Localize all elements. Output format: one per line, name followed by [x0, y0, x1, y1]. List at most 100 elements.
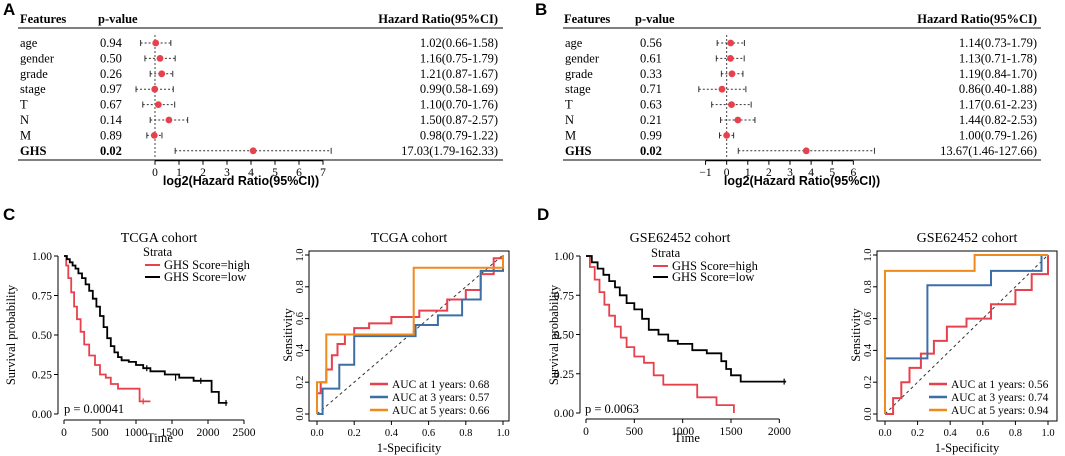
hazard-ratio-point: [734, 116, 742, 124]
x-tick-label: 0.2: [911, 428, 924, 439]
x-tick-label: 0: [152, 167, 158, 179]
x-tick-label: 0.4: [385, 428, 399, 439]
x-tick-label: 1000: [125, 427, 148, 439]
hazard-ratio-point: [158, 70, 166, 78]
legend-label-low: GHS Score=low: [164, 270, 246, 284]
x-tick-label: 7: [320, 167, 326, 179]
x-tick-label: 0.8: [459, 428, 472, 439]
x-tick-label: 1000: [671, 426, 694, 438]
x-tick-label: −1: [699, 167, 711, 179]
hazard-ratio-text: 1.50(0.87-2.57): [420, 113, 498, 127]
x-tick-label: 3: [787, 167, 793, 179]
feature-label: gender: [20, 51, 55, 65]
x-tick-label: 0.6: [976, 428, 989, 439]
legend-label-low: GHS Score=low: [672, 270, 754, 284]
feature-label: M: [20, 128, 31, 142]
feature-label: M: [565, 128, 576, 142]
header-hazard-ratio: Hazard Ratio(95%CI): [917, 12, 1037, 26]
p-value: 0.02: [640, 144, 662, 158]
y-tick-label: 0.00: [554, 408, 574, 420]
feature-label: grade: [20, 67, 48, 81]
hazard-ratio-point: [728, 101, 735, 108]
x-tick-label: 0: [724, 167, 730, 179]
roc-curve-5y: [884, 254, 1048, 414]
y-tick-label: 1.00: [32, 251, 52, 263]
legend-label-3y: AUC at 3 years: 0.74: [951, 392, 1049, 404]
hazard-ratio-text: 1.10(0.70-1.76): [420, 98, 498, 112]
p-value: 0.63: [640, 98, 662, 112]
hazard-ratio-point: [150, 132, 158, 139]
x-tick-label: 1: [176, 167, 182, 179]
y-tick-label: 0.25: [554, 369, 574, 381]
hazard-ratio-text: 1.00(0.79-1.26): [959, 128, 1037, 142]
plot-frame: [876, 250, 1058, 422]
feature-label: T: [20, 98, 28, 112]
y-tick-label: 0.6: [295, 312, 306, 325]
p-value: 0.26: [100, 67, 122, 81]
y-tick-label: 0.6: [863, 312, 874, 325]
legend-label-high: GHS Score=high: [164, 258, 251, 272]
x-axis-label: 1-Specificity: [935, 441, 1000, 455]
feature-label: N: [20, 113, 29, 127]
roc-curve-1y: [885, 255, 1049, 415]
y-tick-label: 0.00: [32, 409, 52, 421]
roc-plot-d: GSE62452 cohort Sensitivity 1-Specificit…: [849, 231, 1058, 455]
hazard-ratio-point: [727, 55, 734, 62]
x-tick-label: 6: [850, 167, 856, 179]
hazard-ratio-text: 0.86(0.40-1.88): [959, 82, 1037, 96]
feature-label: gender: [565, 51, 600, 65]
x-tick-label: 0.0: [878, 428, 891, 439]
x-tick-label: 500: [91, 427, 109, 439]
y-tick-label: 0.75: [554, 290, 574, 302]
feature-label: GHS: [565, 144, 591, 158]
p-value-text: p = 0.00041: [64, 402, 124, 416]
x-axis-label: 1-Specificity: [377, 441, 442, 455]
hazard-ratio-text: 1.19(0.84-1.70): [959, 67, 1037, 81]
y-tick-label: 0.2: [295, 376, 306, 389]
legend-label-5y: AUC at 5 years: 0.94: [951, 405, 1049, 417]
survival-curve-low: [64, 255, 228, 404]
survival-plot-d: GSE62452 cohort Survival probability Tim…: [547, 231, 791, 445]
hazard-ratio-point: [154, 101, 162, 108]
y-tick-label: 1.00: [554, 251, 574, 263]
y-tick-label: 0.4: [295, 343, 306, 357]
x-tick-label: 4: [808, 167, 814, 179]
x-tick-label: 0: [61, 427, 67, 439]
y-tick-label: 0.8: [863, 280, 874, 293]
legend-label-5y: AUC at 5 years: 0.66: [392, 405, 490, 417]
y-tick-label: 0.2: [863, 376, 874, 389]
header-pvalue: p-value: [98, 12, 138, 26]
hazard-ratio-point: [728, 70, 736, 78]
x-tick-label: 6: [296, 167, 302, 179]
header-features: Features: [564, 12, 610, 26]
hazard-ratio-point: [165, 116, 173, 124]
legend-title: Strata: [143, 245, 173, 259]
x-tick-label: 0.6: [422, 428, 435, 439]
x-axis-label: log2(Hazard Ratio(95%CI)): [724, 174, 880, 188]
survival-curve-high: [64, 255, 151, 403]
y-tick-label: 0.0: [295, 407, 306, 420]
y-tick-label: 0.50: [554, 330, 574, 342]
y-axis-label: Survival probability: [4, 284, 18, 385]
p-value: 0.14: [100, 113, 123, 127]
x-tick-label: 0.8: [1009, 428, 1022, 439]
chart-title: TCGA cohort: [121, 231, 198, 246]
x-tick-label: 5: [272, 167, 278, 179]
legend-label-3y: AUC at 3 years: 0.57: [392, 392, 490, 404]
p-value: 0.61: [640, 51, 662, 65]
x-tick-label: 0: [583, 426, 589, 438]
roc-curve-5y: [316, 255, 504, 414]
y-axis-label: Sensitivity: [849, 308, 863, 362]
hazard-ratio-text: 0.99(0.58-1.69): [420, 82, 498, 96]
hazard-ratio-text: 1.21(0.87-1.67): [420, 67, 498, 81]
p-value: 0.89: [100, 128, 122, 142]
feature-label: stage: [565, 82, 591, 96]
legend-title: Strata: [651, 246, 681, 260]
x-tick-label: 1.0: [496, 428, 509, 439]
hazard-ratio-text: 1.13(0.71-1.78): [959, 51, 1037, 65]
x-axis-label: log2(Hazard Ratio(95%CI)): [163, 174, 319, 188]
p-value: 0.50: [100, 51, 122, 65]
p-value: 0.71: [640, 82, 662, 96]
feature-label: T: [565, 98, 573, 112]
